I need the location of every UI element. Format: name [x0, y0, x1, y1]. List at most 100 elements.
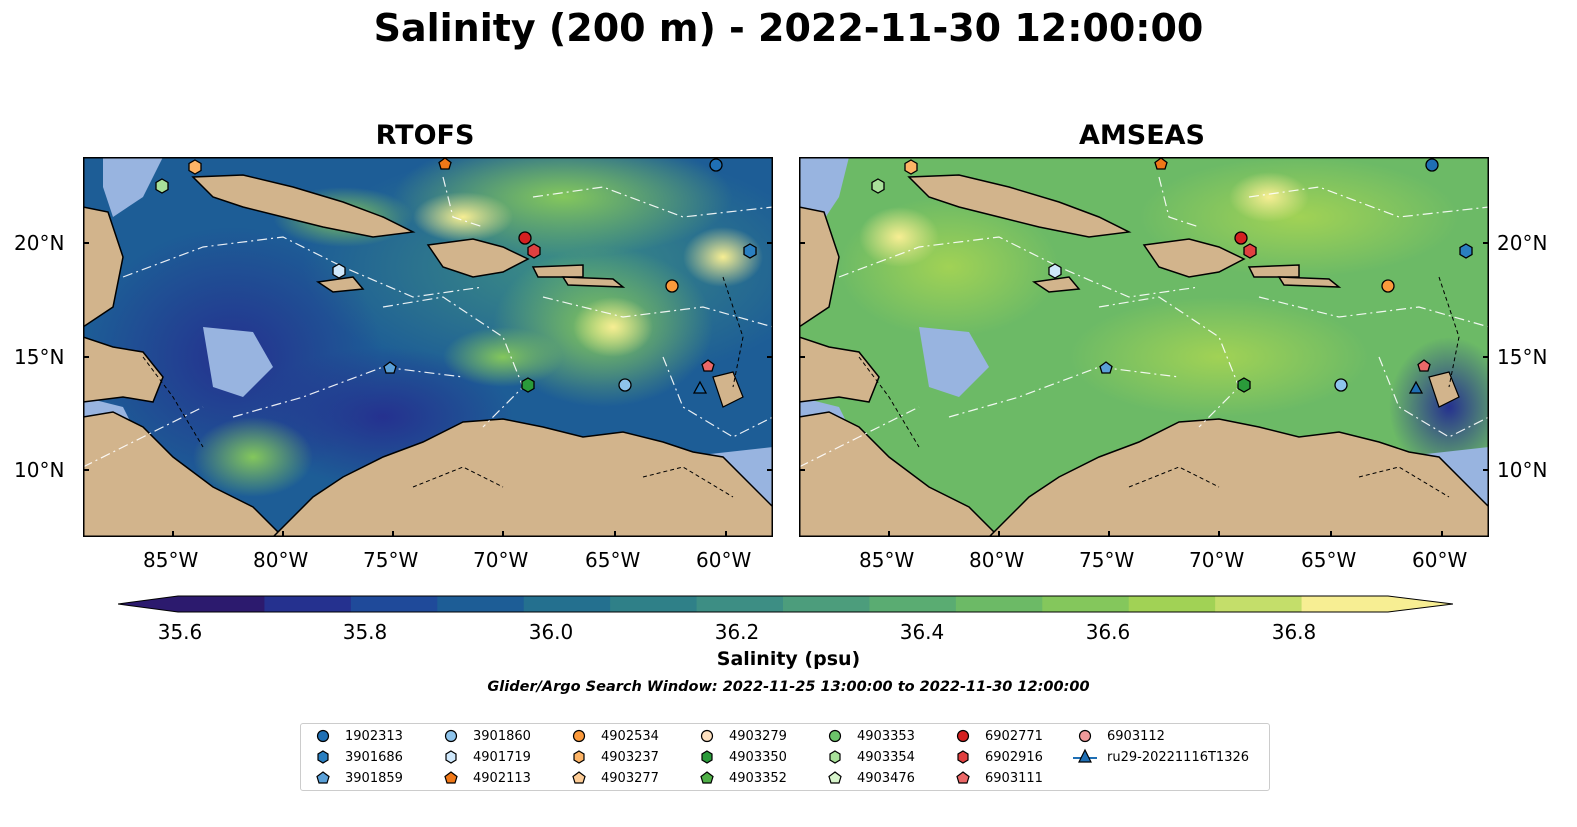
float-marker: [1237, 377, 1251, 393]
legend-label: 1902313: [345, 728, 403, 744]
float-marker: [1234, 231, 1248, 245]
float-marker: [383, 361, 397, 374]
pentagon-marker-icon: [828, 771, 842, 784]
colorbar-tick: 36.0: [528, 620, 574, 644]
legend-item: 6903111: [951, 768, 1043, 788]
lon-tick: 75°W: [1079, 548, 1135, 572]
colorbar-segment: [523, 596, 611, 612]
float-marker: [332, 263, 346, 279]
hexagon-marker-icon: [317, 750, 329, 764]
colorbar-tick: 35.6: [157, 620, 203, 644]
circle-marker-icon: [1078, 729, 1092, 743]
legend-item: 4903237: [567, 747, 659, 767]
circle-marker-icon: [700, 729, 714, 743]
colorbar-tick: 35.8: [342, 620, 388, 644]
legend-item: 3901860: [439, 726, 531, 746]
legend-item: 6903112: [1073, 726, 1165, 746]
colorbar-extend-high: [1388, 596, 1453, 612]
lat-tick: 10°N: [14, 458, 65, 482]
legend-item: 4903352: [695, 768, 787, 788]
legend-label: 4902534: [601, 728, 659, 744]
hexagon-marker-icon: [957, 750, 969, 764]
legend-label: 4903353: [857, 728, 915, 744]
pentagon-marker-icon: [316, 771, 330, 784]
colorbar-tick: 36.2: [714, 620, 760, 644]
circle-marker-icon: [444, 729, 458, 743]
float-marker: [521, 377, 535, 393]
colorbar-segment: [350, 596, 438, 612]
legend-label: 4903237: [601, 749, 659, 765]
lat-tick: 10°N: [1497, 458, 1548, 482]
float-marker: [1459, 243, 1473, 259]
lat-tick: 15°N: [14, 345, 65, 369]
float-marker: [1243, 243, 1257, 259]
circle-marker-icon: [828, 729, 842, 743]
float-marker: [438, 157, 452, 170]
lon-tick: 85°W: [143, 548, 199, 572]
colorbar-segment: [1042, 596, 1130, 612]
legend-item: 3901859: [311, 768, 403, 788]
float-marker: [155, 178, 169, 194]
legend-label: 4901719: [473, 749, 531, 765]
float-marker: [701, 359, 715, 372]
legend-item: 1902313: [311, 726, 403, 746]
legend-label: 3901686: [345, 749, 403, 765]
pentagon-marker-icon: [444, 771, 458, 784]
float-marker: [743, 243, 757, 259]
lon-tick: 60°W: [1412, 548, 1468, 572]
colorbar-segment: [955, 596, 1043, 612]
float-marker: [1425, 158, 1439, 172]
hexagon-marker-icon: [573, 750, 585, 764]
rtofs-map: [83, 157, 773, 537]
legend-item: 6902916: [951, 747, 1043, 767]
legend-label: 4902113: [473, 770, 531, 786]
colorbar-segment: [610, 596, 698, 612]
lon-tick: 75°W: [363, 548, 419, 572]
float-marker: [527, 243, 541, 259]
legend-label: 6903112: [1107, 728, 1165, 744]
colorbar-segment: [178, 596, 266, 612]
panel-title-rtofs: RTOFS: [375, 120, 475, 151]
colorbar-segment: [869, 596, 957, 612]
legend-item: 4903277: [567, 768, 659, 788]
legend-label: 3901860: [473, 728, 531, 744]
legend-label: 4903279: [729, 728, 787, 744]
float-marker: [904, 159, 918, 175]
lon-tick: 85°W: [859, 548, 915, 572]
lat-tick: 15°N: [1497, 345, 1548, 369]
colorbar: [118, 595, 1453, 613]
legend-label: 6902916: [985, 749, 1043, 765]
hexagon-marker-icon: [701, 750, 713, 764]
figure-title: Salinity (200 m) - 2022-11-30 12:00:00: [373, 6, 1204, 50]
colorbar-segment: [437, 596, 525, 612]
legend-item: 4903350: [695, 747, 787, 767]
glider-marker: [692, 380, 708, 394]
lon-tick: 80°W: [253, 548, 309, 572]
lon-tick: 70°W: [1189, 548, 1245, 572]
legend: 1902313 3901686 3901859 3901860 4901719 49021…: [300, 723, 1270, 791]
float-marker: [1334, 378, 1348, 392]
legend-item: 4902534: [567, 726, 659, 746]
legend-label: 6903111: [985, 770, 1043, 786]
lon-tick: 65°W: [1301, 548, 1357, 572]
legend-label: 6902771: [985, 728, 1043, 744]
float-marker: [1381, 279, 1395, 293]
legend-item: 6902771: [951, 726, 1043, 746]
lat-tick: 20°N: [14, 231, 65, 255]
lat-tick: 20°N: [1497, 231, 1548, 255]
legend-item: 4903279: [695, 726, 787, 746]
legend-label: 4903354: [857, 749, 915, 765]
amseas-map: [799, 157, 1489, 537]
colorbar-segment: [1128, 596, 1216, 612]
float-marker: [871, 178, 885, 194]
legend-label: ru29-20221116T1326: [1107, 749, 1250, 765]
legend-item: 4901719: [439, 747, 531, 767]
legend-item: 4903353: [823, 726, 915, 746]
lon-tick: 65°W: [585, 548, 641, 572]
circle-marker-icon: [572, 729, 586, 743]
colorbar-segment: [1215, 596, 1303, 612]
legend-label: 4903277: [601, 770, 659, 786]
hexagon-marker-icon: [445, 750, 457, 764]
hexagon-marker-icon: [829, 750, 841, 764]
colorbar-tick: 36.6: [1085, 620, 1131, 644]
